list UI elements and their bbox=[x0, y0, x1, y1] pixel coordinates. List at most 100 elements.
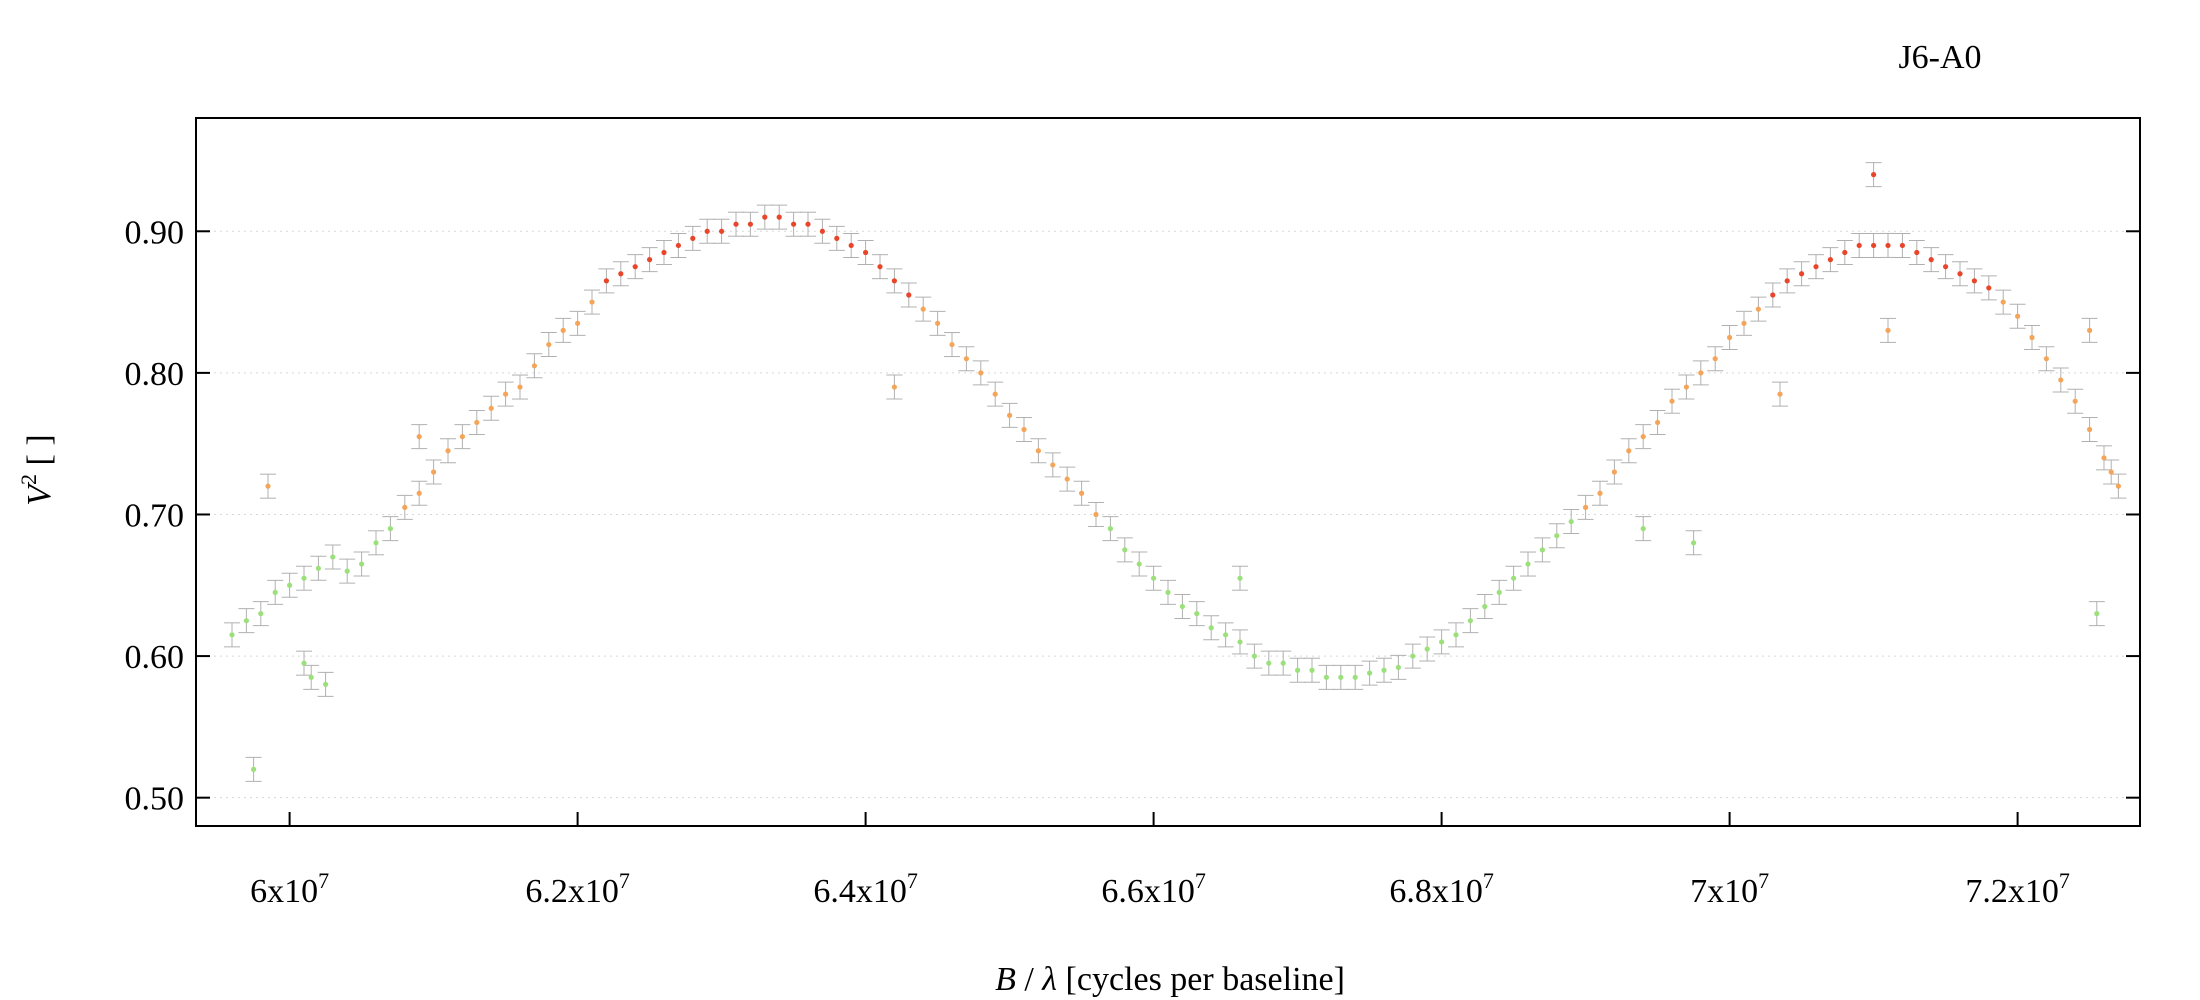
data-point bbox=[1626, 448, 1632, 454]
data-point bbox=[863, 249, 869, 256]
data-point bbox=[503, 391, 509, 397]
data-point bbox=[1050, 462, 1056, 468]
data-point bbox=[1511, 575, 1517, 581]
data-point bbox=[949, 341, 955, 348]
data-point bbox=[344, 568, 350, 574]
chart-title: J6-A0 bbox=[1898, 39, 1981, 76]
data-point bbox=[1467, 618, 1473, 624]
x-tick-label: 6.4x107 bbox=[813, 868, 918, 910]
data-point bbox=[1223, 632, 1229, 638]
axis-ticks bbox=[196, 230, 2140, 826]
data-point bbox=[1309, 667, 1315, 673]
data-point bbox=[1770, 292, 1776, 298]
data-point bbox=[1194, 611, 1200, 617]
data-point bbox=[661, 249, 667, 256]
data-point bbox=[1064, 476, 1070, 482]
data-point bbox=[906, 292, 912, 298]
data-point bbox=[287, 582, 293, 588]
data-point bbox=[2094, 611, 2100, 617]
x-tick-label: 7x107 bbox=[1690, 868, 1769, 910]
data-point bbox=[1597, 490, 1603, 496]
data-point bbox=[1525, 561, 1531, 567]
y-tick-label: 0.50 bbox=[125, 781, 185, 818]
data-point bbox=[2029, 334, 2035, 341]
data-point bbox=[1971, 278, 1977, 284]
data-point bbox=[373, 540, 379, 546]
data-point bbox=[704, 228, 710, 234]
data-point bbox=[1914, 249, 1920, 256]
data-point bbox=[1136, 561, 1142, 567]
data-point bbox=[1079, 490, 1085, 496]
data-point bbox=[301, 575, 307, 581]
data-point bbox=[1827, 257, 1833, 263]
data-point bbox=[719, 228, 725, 234]
data-point bbox=[1021, 426, 1027, 433]
data-point bbox=[1237, 639, 1243, 645]
data-point bbox=[2000, 299, 2006, 305]
data-point bbox=[1554, 533, 1560, 539]
data-point bbox=[603, 278, 610, 284]
data-point bbox=[265, 483, 271, 489]
data-point bbox=[1655, 419, 1661, 426]
data-point bbox=[2058, 377, 2064, 383]
data-point bbox=[1165, 589, 1171, 595]
data-point bbox=[474, 419, 480, 426]
data-point bbox=[1410, 653, 1416, 659]
data-point bbox=[1640, 434, 1646, 440]
data-point bbox=[1871, 242, 1877, 249]
data-point bbox=[1885, 242, 1891, 249]
data-point bbox=[1871, 172, 1877, 178]
data-point bbox=[791, 221, 797, 227]
data-point bbox=[1395, 664, 1401, 671]
data-point bbox=[589, 299, 595, 305]
y-tick-label: 0.70 bbox=[125, 497, 185, 534]
data-point bbox=[819, 228, 826, 234]
y-axis-label: V2 [ ] bbox=[16, 434, 58, 505]
data-point bbox=[402, 504, 408, 510]
data-point bbox=[1928, 257, 1934, 263]
x-tick-label: 6.8x107 bbox=[1389, 868, 1494, 910]
data-point bbox=[2072, 398, 2078, 404]
plot-frame bbox=[195, 117, 2141, 827]
data-point bbox=[387, 526, 393, 532]
data-point bbox=[1813, 264, 1819, 270]
data-point bbox=[258, 611, 264, 617]
data-point bbox=[992, 391, 998, 397]
x-tick-label: 6.2x107 bbox=[525, 868, 630, 910]
data-point bbox=[315, 565, 321, 571]
data-point bbox=[488, 405, 494, 411]
data-point bbox=[877, 264, 883, 270]
data-point bbox=[1179, 603, 1185, 610]
data-point bbox=[1698, 370, 1704, 376]
data-point bbox=[1093, 511, 1099, 518]
data-point bbox=[935, 320, 941, 326]
data-points bbox=[229, 172, 2121, 772]
data-point bbox=[1784, 278, 1790, 284]
y-tick-label: 0.90 bbox=[125, 214, 185, 251]
data-point bbox=[2087, 426, 2093, 433]
data-point bbox=[848, 242, 854, 249]
data-point bbox=[805, 221, 811, 227]
data-point bbox=[1885, 327, 1891, 333]
data-point bbox=[431, 469, 437, 475]
data-point bbox=[1424, 646, 1430, 652]
data-point bbox=[1323, 674, 1329, 680]
data-point bbox=[1338, 674, 1344, 680]
y-tick-label: 0.60 bbox=[125, 639, 185, 676]
data-point bbox=[1295, 667, 1301, 673]
data-point bbox=[1799, 271, 1805, 277]
data-point bbox=[301, 660, 307, 666]
data-point bbox=[1683, 384, 1689, 390]
data-point bbox=[323, 681, 329, 688]
data-point bbox=[560, 327, 566, 333]
data-point bbox=[229, 632, 235, 638]
data-point bbox=[330, 554, 336, 560]
gridlines bbox=[196, 230, 2140, 799]
x-tick-label: 6x107 bbox=[250, 868, 329, 910]
data-point bbox=[416, 490, 422, 496]
data-point bbox=[747, 221, 754, 227]
data-point bbox=[1943, 264, 1949, 270]
data-point bbox=[690, 235, 696, 241]
data-point bbox=[546, 341, 552, 348]
